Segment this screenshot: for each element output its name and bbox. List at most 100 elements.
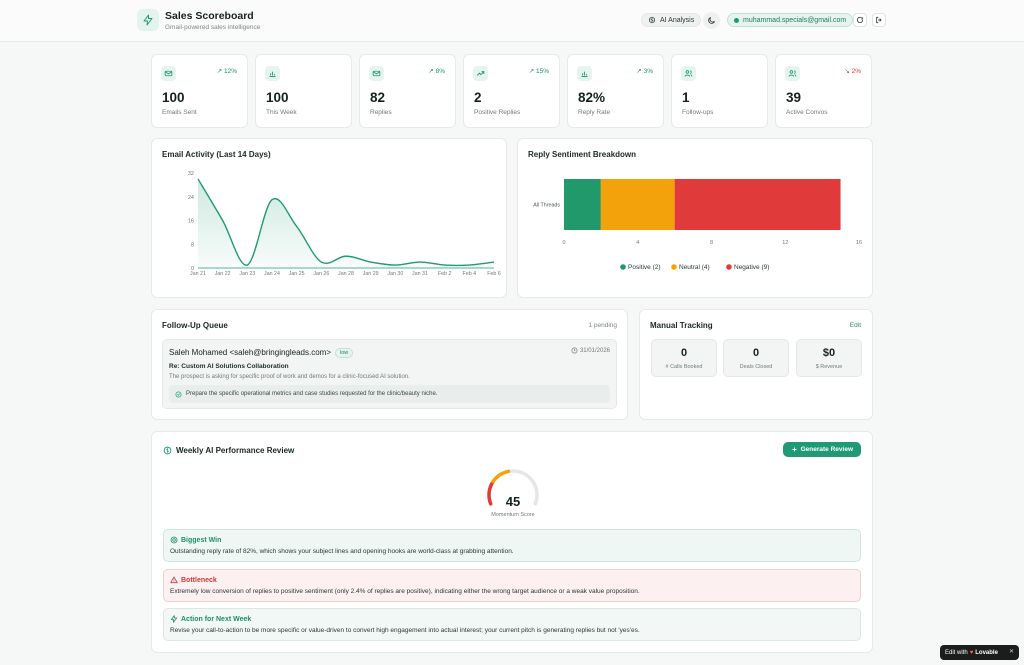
- close-icon[interactable]: ✕: [1008, 649, 1014, 655]
- follow-up-suggested-action: Prepare the specific operational metrics…: [169, 385, 610, 403]
- ai-analysis-button[interactable]: AI Analysis: [641, 13, 702, 27]
- moon-icon: [708, 17, 715, 24]
- hash-icon: #: [665, 364, 669, 370]
- calls-booked-value: 0: [680, 347, 688, 359]
- heart-icon: ♥: [969, 649, 974, 656]
- follow-up-item[interactable]: Saleh Mohamed <saleh@bringingleads.com> …: [162, 339, 617, 409]
- x-tick-label: 0: [562, 240, 565, 246]
- edit-with-lovable-badge[interactable]: Edit with ♥ Lovable ✕: [940, 645, 1019, 660]
- bottleneck-title: Bottleneck: [170, 576, 217, 584]
- x-tick-label: Feb 6: [487, 271, 501, 277]
- generate-review-button[interactable]: Generate Review: [782, 442, 861, 457]
- y-tick-label: 8: [191, 242, 194, 248]
- stat-label: Emails Sent: [162, 109, 197, 116]
- stat-value: 82%: [578, 90, 606, 105]
- account-email: muhammad.specials@gmail.com: [743, 16, 847, 24]
- follow-up-queue-card: Follow-Up Queue 1 pending Saleh Mohamed …: [151, 309, 628, 420]
- deals-closed-value: 0: [752, 347, 760, 359]
- follow-up-contact: Saleh Mohamed <saleh@bringingleads.com>: [169, 348, 331, 357]
- legend-swatch: [726, 264, 732, 270]
- stat-label: Positive Replies: [474, 109, 521, 116]
- x-tick-label: Jan 26: [313, 271, 329, 277]
- stat-value: 39: [786, 90, 802, 105]
- follow-up-subject: Re: Custom AI Solutions Collaboration: [169, 363, 289, 370]
- legend-swatch: [620, 264, 626, 270]
- action-next-week-title: Action for Next Week: [170, 615, 251, 623]
- clock-icon: [571, 347, 578, 354]
- stat-card: ↗ 8% 82 Replies: [359, 54, 456, 128]
- brain-icon: [163, 446, 172, 455]
- follow-up-queue-title: Follow-Up Queue: [162, 321, 228, 330]
- lightning-icon: [137, 9, 159, 31]
- lovable-brand: Lovable: [975, 649, 998, 656]
- stat-label: Reply Rate: [578, 109, 611, 116]
- stat-trend: ↗ 12%: [216, 68, 237, 75]
- sentiment-bar-negative[interactable]: [674, 179, 841, 230]
- x-tick-label: Jan 30: [387, 271, 403, 277]
- revenue-value: $0: [822, 347, 836, 359]
- target-icon: [170, 536, 178, 544]
- lightning-icon: [170, 615, 178, 623]
- stat-value: 100: [266, 90, 289, 105]
- deals-closed-label: Deals Closed: [739, 364, 773, 370]
- momentum-gauge: [487, 469, 539, 506]
- app-subtitle: Gmail-powered sales intelligence: [165, 24, 261, 31]
- x-tick-label: Jan 25: [289, 271, 305, 277]
- stat-label: Active Convos: [786, 109, 828, 116]
- mail-icon: [369, 66, 384, 81]
- x-tick-label: Jan 29: [363, 271, 379, 277]
- theme-toggle-button[interactable]: [703, 12, 720, 29]
- x-tick-label: 8: [710, 240, 713, 246]
- stat-card: 100 This Week: [255, 54, 352, 128]
- activity-area: [198, 178, 494, 268]
- legend-swatch: [671, 264, 677, 270]
- legend-label: Negative (9): [734, 264, 769, 271]
- connected-status-dot: [734, 17, 739, 23]
- weekly-review-title: Weekly AI Performance Review: [163, 446, 294, 455]
- edit-tracking-link[interactable]: Edit: [849, 322, 861, 329]
- stat-trend: ↗ 15%: [528, 68, 549, 75]
- action-next-week-text: Revise your call-to-action to be more sp…: [170, 627, 640, 634]
- stat-card: ↗ 12% 100 Emails Sent: [151, 54, 248, 128]
- y-tick-label: 0: [191, 266, 194, 272]
- x-tick-label: 4: [636, 240, 639, 246]
- edit-with-label: Edit with: [945, 649, 968, 656]
- sentiment-bar-neutral[interactable]: [600, 179, 675, 230]
- pending-count: 1 pending: [588, 322, 617, 329]
- check-circle-icon: [175, 391, 182, 397]
- refresh-button[interactable]: [853, 13, 867, 27]
- app-header: Sales Scoreboard Gmail-powered sales int…: [0, 0, 1024, 42]
- calls-booked-label: # Calls Booked: [665, 364, 703, 370]
- gauge-fill-mid: [491, 469, 511, 484]
- follow-up-date-text: 31/01/2026: [579, 347, 610, 354]
- app-title: Sales Scoreboard: [165, 10, 254, 22]
- x-tick-label: Jan 22: [215, 271, 231, 277]
- email-activity-card: Email Activity (Last 14 Days) 0 8 16 24 32 Ja…: [151, 138, 507, 298]
- follow-up-description: The prospect is asking for specific proo…: [169, 374, 410, 380]
- x-tick-label: Jan 23: [239, 271, 255, 277]
- revenue-box: $0 $ Revenue: [796, 339, 862, 377]
- x-tick-label: 16: [856, 240, 862, 246]
- account-email-badge[interactable]: muhammad.specials@gmail.com: [727, 13, 854, 27]
- biggest-win-insight: Biggest Win Outstanding reply rate of 82…: [163, 529, 861, 562]
- calls-booked-box: 0 # Calls Booked: [651, 339, 717, 377]
- priority-badge: low: [335, 348, 354, 358]
- x-tick-label: Jan 31: [412, 271, 428, 277]
- manual-tracking-title: Manual Tracking: [650, 321, 713, 330]
- stat-value: 100: [162, 90, 185, 105]
- bottleneck-insight: Bottleneck Extremely low conversion of r…: [163, 569, 861, 602]
- y-tick-label: 24: [188, 195, 194, 201]
- stat-card: 1 Follow-ups: [671, 54, 768, 128]
- manual-tracking-card: Manual Tracking Edit 0 # Calls Booked 0 …: [639, 309, 873, 420]
- sentiment-bar-positive[interactable]: [564, 179, 601, 230]
- bar-chart-icon: [577, 66, 592, 81]
- biggest-win-text: Outstanding reply rate of 82%, which sho…: [170, 548, 514, 555]
- stat-trend: ↗ 3%: [636, 68, 653, 75]
- logout-button[interactable]: [872, 13, 886, 27]
- mail-icon: [161, 66, 176, 81]
- follow-up-date: 31/01/2026: [571, 347, 610, 354]
- dollar-icon: $: [815, 364, 819, 370]
- x-tick-label: Feb 2: [438, 271, 452, 277]
- category-label: All Threads: [533, 203, 560, 209]
- stat-trend: ↗ 8%: [428, 68, 445, 75]
